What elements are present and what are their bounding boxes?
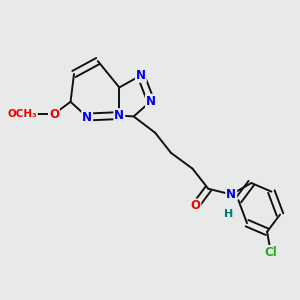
Text: H: H [224, 209, 234, 219]
Text: O: O [190, 200, 200, 212]
Text: O: O [49, 108, 59, 121]
Text: N: N [226, 188, 236, 201]
Text: N: N [82, 110, 92, 124]
Text: N: N [114, 109, 124, 122]
Text: OCH₃: OCH₃ [7, 109, 37, 119]
Text: N: N [136, 69, 146, 82]
Text: N: N [146, 95, 156, 108]
Text: Cl: Cl [264, 246, 277, 259]
